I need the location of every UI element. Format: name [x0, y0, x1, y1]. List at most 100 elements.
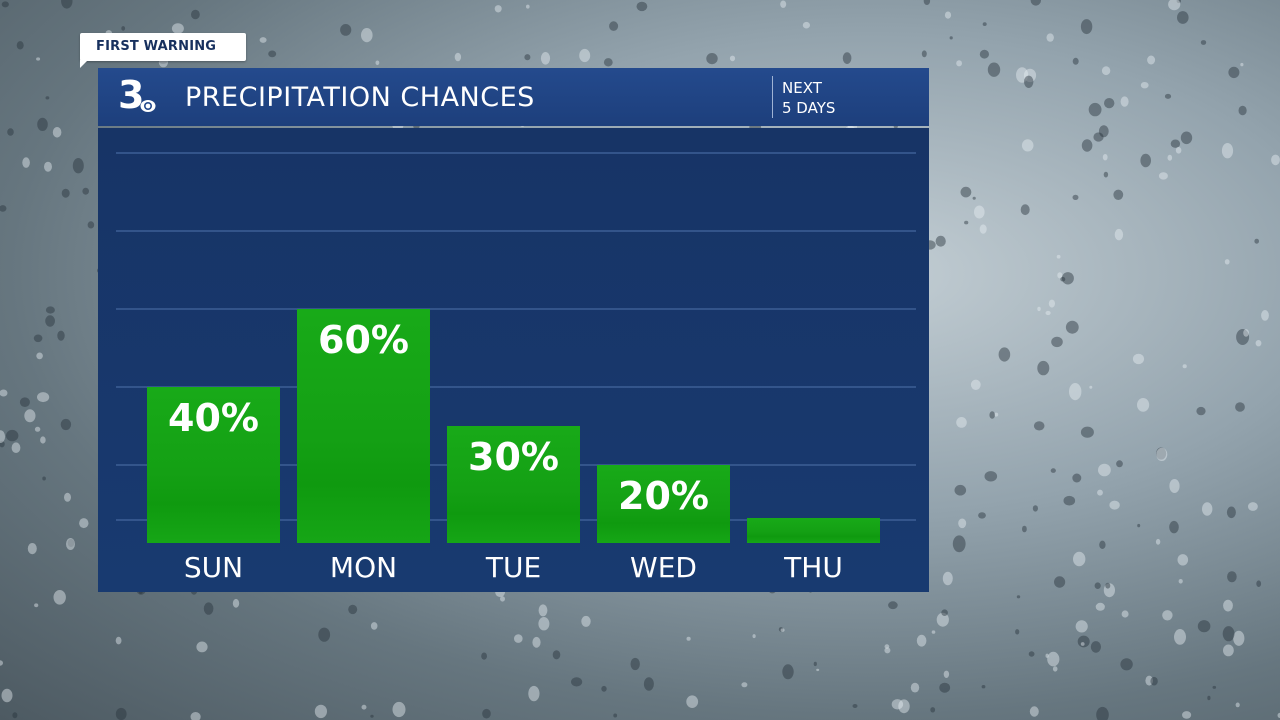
rain-drop	[1254, 238, 1259, 244]
rain-drop	[1030, 0, 1041, 6]
rain-drop	[1140, 153, 1151, 168]
rain-drop	[16, 41, 24, 50]
rain-drop	[79, 518, 89, 529]
rain-drop	[979, 224, 987, 234]
rain-drop	[1080, 642, 1085, 646]
precipitation-bar-chart: 40% SUN 60% MON 30% TUE 20% WED THU	[116, 152, 916, 584]
rain-drop	[816, 668, 820, 672]
cbs-eye-icon	[140, 100, 156, 112]
rain-drop	[956, 417, 967, 428]
rain-drop	[0, 440, 5, 448]
rain-drop	[984, 471, 998, 482]
rain-drop	[57, 330, 65, 341]
rain-drop	[1073, 551, 1086, 567]
rain-drop	[115, 636, 122, 645]
rain-drop	[33, 334, 43, 343]
rain-drop	[494, 5, 502, 13]
rain-drop	[34, 603, 39, 608]
rain-drop	[1047, 651, 1060, 667]
rain-drop	[1196, 406, 1206, 416]
rain-drop	[1243, 329, 1249, 337]
rain-drop	[1081, 139, 1093, 152]
rain-drop	[1235, 702, 1240, 708]
rain-drop	[1207, 695, 1211, 701]
rain-drop	[36, 57, 41, 61]
rain-drop	[1028, 651, 1035, 657]
rain-drop	[87, 221, 95, 229]
rain-drop	[1, 1, 9, 8]
rain-drop	[1197, 620, 1211, 633]
rain-drop	[888, 601, 898, 610]
rain-drop	[1097, 489, 1103, 496]
time-range-line-1: NEXT	[782, 79, 822, 97]
rain-drop	[943, 670, 950, 678]
rain-drop	[1088, 102, 1102, 117]
rain-drop	[37, 117, 48, 131]
rain-drop	[61, 0, 73, 9]
rain-drop	[190, 712, 201, 720]
rain-drop	[636, 1, 648, 12]
rain-drop	[930, 707, 936, 713]
badge-notch	[80, 60, 88, 68]
rain-drop	[1113, 189, 1124, 200]
rain-drop	[939, 682, 951, 693]
rain-drop	[630, 657, 640, 671]
rain-drop	[1072, 473, 1082, 483]
rain-drop	[1045, 310, 1051, 316]
rain-drop	[1137, 523, 1141, 528]
chart-panel: 40% SUN 60% MON 30% TUE 20% WED THU	[98, 128, 929, 592]
bar-tue	[447, 426, 580, 543]
rain-drop	[1150, 676, 1158, 686]
rain-drop	[268, 50, 277, 58]
time-range-label: NEXT 5 DAYS	[782, 78, 835, 118]
rain-drop	[1020, 204, 1030, 216]
rain-drop	[318, 627, 331, 642]
rain-drop	[1176, 0, 1181, 4]
rain-drop	[1016, 67, 1029, 83]
rain-drop	[171, 23, 184, 34]
rain-drop	[1080, 19, 1093, 35]
rain-drop	[1033, 421, 1045, 431]
x-tick-label-thu: THU	[783, 551, 843, 584]
rain-drop	[121, 26, 126, 31]
rain-drop	[960, 186, 972, 198]
rain-drop	[1233, 630, 1245, 646]
rain-drop	[12, 712, 18, 719]
rain-drop	[1170, 139, 1181, 148]
rain-drop	[370, 714, 374, 718]
rain-drop	[27, 543, 37, 555]
rain-drop	[392, 701, 406, 718]
rain-drop	[259, 37, 267, 43]
rain-drop	[1223, 644, 1234, 657]
rain-drop	[1056, 254, 1061, 259]
badge-label: FIRST WARNING	[96, 39, 217, 54]
rain-drop	[1072, 57, 1079, 65]
rain-drop	[1271, 154, 1280, 166]
rain-drop	[1182, 364, 1187, 369]
rain-drop	[782, 664, 794, 680]
rain-drop	[921, 50, 927, 58]
rain-drop	[987, 62, 1001, 77]
rain-drop	[1065, 320, 1079, 334]
rain-drop	[514, 634, 523, 643]
rain-drop	[1077, 635, 1090, 648]
rain-drop	[19, 397, 30, 408]
rain-drop	[370, 622, 378, 630]
rain-drop	[970, 379, 981, 390]
rain-drop	[1093, 132, 1104, 142]
rain-drop	[1169, 520, 1179, 534]
rain-drop	[1103, 171, 1109, 178]
rain-drop	[802, 21, 811, 29]
bar-mon	[297, 309, 430, 543]
rain-drop	[340, 24, 352, 36]
rain-drop	[1256, 580, 1262, 587]
rain-drop	[1037, 360, 1050, 376]
rain-drop	[1052, 666, 1058, 672]
rain-drop	[67, 539, 75, 547]
rain-drop	[941, 609, 948, 616]
rain-drop	[1103, 583, 1115, 598]
rain-drop	[1164, 93, 1172, 99]
rain-drop	[540, 52, 551, 65]
bar-thu	[747, 518, 880, 543]
rain-drop	[1023, 75, 1034, 89]
